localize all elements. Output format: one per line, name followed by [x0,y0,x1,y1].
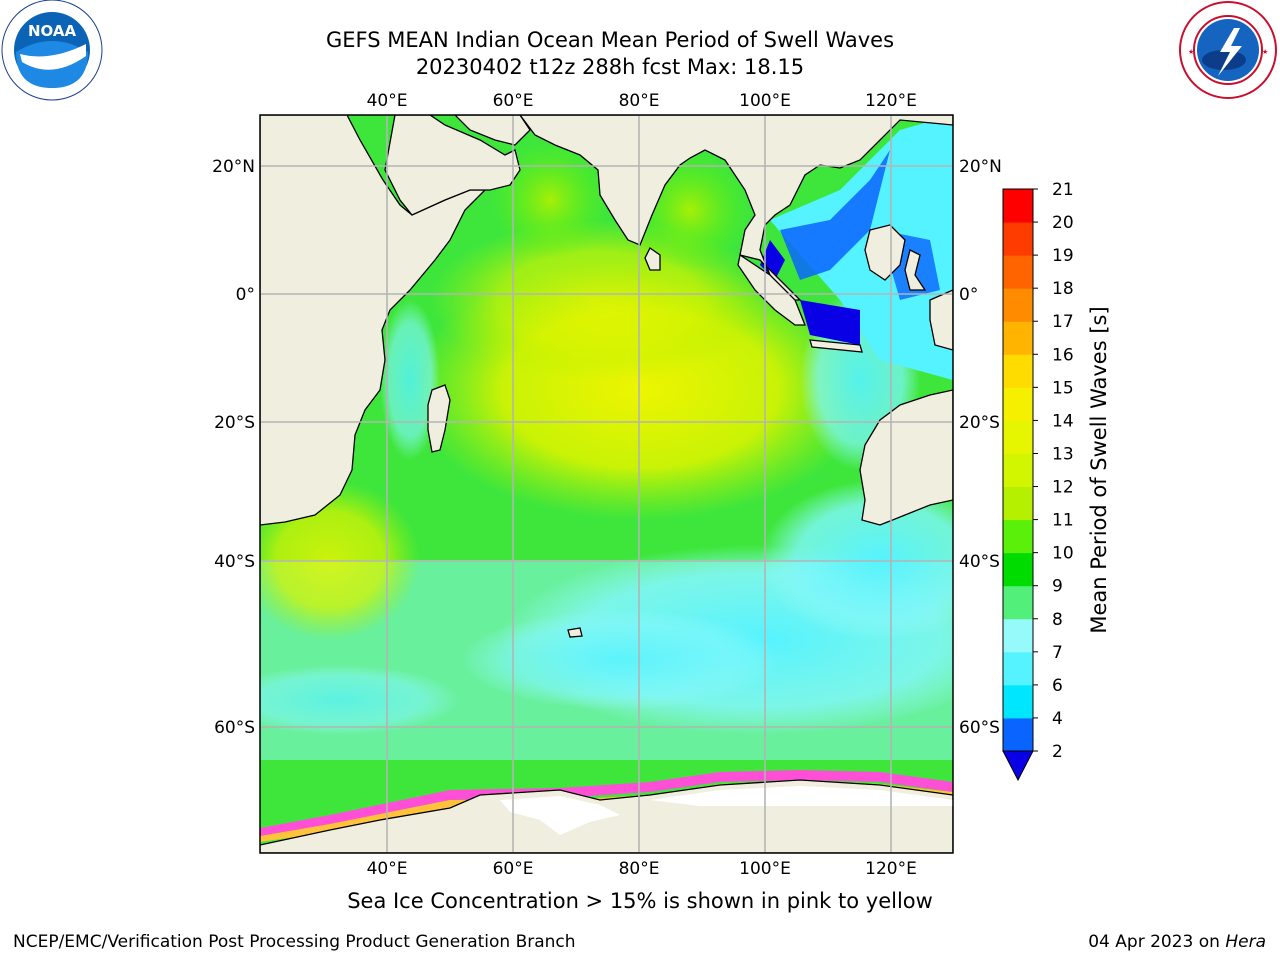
colorbar-tick-label: 8 [1052,610,1063,630]
footer-machine: Hera [1225,932,1266,952]
colorbar-tick-label: 2 [1052,742,1063,762]
map-area [260,115,953,853]
lon-label-bottom-120: 120°E [865,859,917,879]
footer-date: 04 Apr 2023 on Hera [1088,932,1266,952]
colorbar-swatch [1003,387,1033,421]
colorbar-tick-label: 10 [1052,544,1074,564]
colorbar-tick-label: 6 [1052,676,1063,696]
map-frame [259,114,954,854]
colorbar-label: Mean Period of Swell Waves [s] [1087,306,1111,633]
colorbar-swatch [1003,486,1033,521]
colorbar-swatch [1003,585,1033,620]
colorbar-swatch [1003,519,1033,554]
lat-label-right-20n: 20°N [959,157,1002,177]
colorbar-tick-label: 16 [1052,345,1074,365]
colorbar-swatch [1003,717,1033,752]
lat-label-left-20s: 20°S [214,413,255,433]
colorbar-extend-low [1002,750,1034,782]
colorbar-tick-label: 20 [1052,213,1074,233]
noaa-logo-text: NOAA [28,22,77,40]
lat-label-left-40s: 40°S [214,552,255,572]
colorbar-swatch [1003,453,1033,488]
colorbar-swatch [1003,255,1033,289]
colorbar-tick-label: 17 [1052,312,1074,332]
svg-text:★: ★ [1188,48,1194,56]
lon-label-bottom-100: 100°E [739,859,791,879]
lat-label-right-20s: 20°S [959,413,1000,433]
colorbar-tick-label: 14 [1052,411,1074,431]
lon-label-bottom-80: 80°E [619,859,660,879]
graticule [260,115,953,853]
colorbar-swatch [1003,618,1033,653]
map-subtitle: 20230402 t12z 288h fcst Max: 18.15 [415,55,805,79]
svg-text:★: ★ [1262,48,1268,56]
lon-label-top-40: 40°E [367,91,408,111]
lon-label-bottom-40: 40°E [367,859,408,879]
colorbar-tick-label: 13 [1052,444,1074,464]
colorbar-swatch [1003,552,1033,587]
footer-credit: NCEP/EMC/Verification Post Processing Pr… [13,932,576,952]
colorbar-tick-label: 11 [1052,511,1074,531]
lon-label-top-100: 100°E [739,91,791,111]
colorbar-tick-label: 18 [1052,279,1074,299]
colorbar-swatch [1003,222,1033,256]
colorbar-swatch [1003,420,1033,454]
map-title: GEFS MEAN Indian Ocean Mean Period of Sw… [325,28,895,52]
lat-label-right-60s: 60°S [959,718,1000,738]
colorbar-swatch [1003,321,1033,355]
colorbar-tick-label: 9 [1052,577,1063,597]
colorbar-tick-label: 19 [1052,246,1074,266]
colorbar-swatch [1003,651,1033,686]
noaa-logo: NOAA [1,0,103,101]
colorbar-tick-label: 7 [1052,643,1063,663]
lat-label-left-0: 0° [236,285,255,305]
colorbar: 2 4 6 7 8 9 10 11 12 13 14 15 16 17 18 19 20 21 [1002,180,1074,782]
lat-label-right-0: 0° [959,285,978,305]
nws-logo: ★ ★ [1179,1,1277,99]
colorbar-tick-label: 4 [1052,709,1063,729]
colorbar-outline [1002,188,1034,752]
colorbar-swatch [1003,288,1033,322]
lon-label-top-120: 120°E [865,91,917,111]
lat-label-left-20n: 20°N [212,157,255,177]
colorbar-tick-label: 21 [1052,180,1074,200]
lon-label-top-60: 60°E [493,91,534,111]
lon-label-bottom-60: 60°E [493,859,534,879]
colorbar-swatch [1003,189,1033,223]
lat-label-left-60s: 60°S [214,718,255,738]
colorbar-tick-label: 15 [1052,378,1074,398]
colorbar-tick-label: 12 [1052,478,1074,498]
colorbar-swatch [1003,354,1033,388]
footer-date-text: 04 Apr 2023 on [1088,932,1226,952]
lat-label-right-40s: 40°S [959,552,1000,572]
lon-label-top-80: 80°E [619,91,660,111]
sea-ice-caption: Sea Ice Concentration > 15% is shown in … [347,889,933,913]
colorbar-swatch [1003,684,1033,719]
